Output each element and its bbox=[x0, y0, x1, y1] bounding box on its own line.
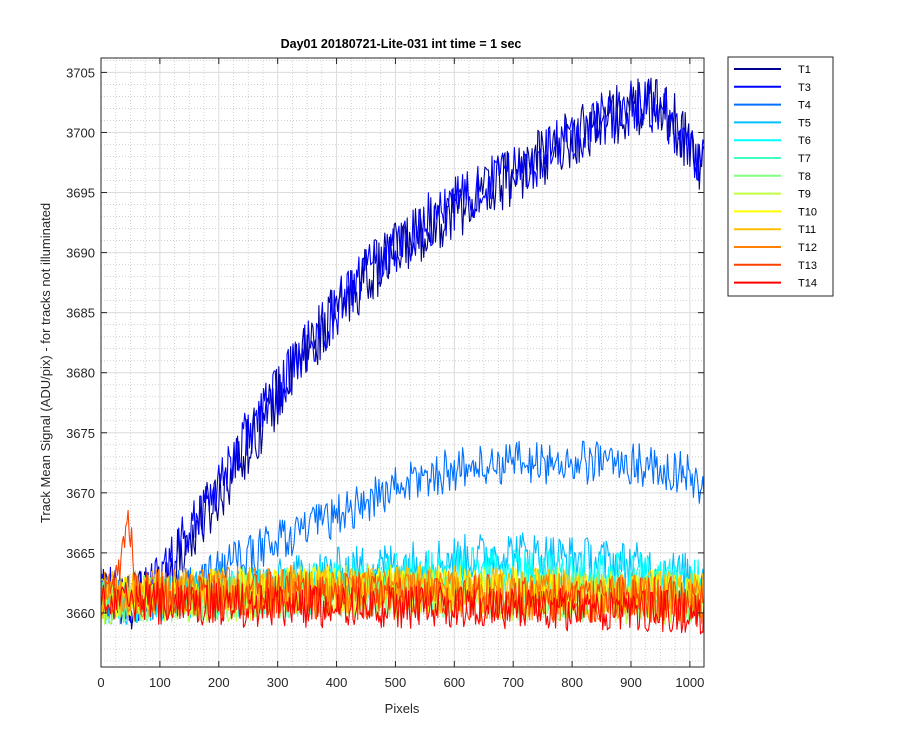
y-tick-label: 3695 bbox=[66, 186, 95, 201]
x-tick-label: 400 bbox=[326, 675, 348, 690]
legend-label-t13: T13 bbox=[798, 260, 817, 272]
legend-entries: T1 T3 T4 T5 T6 T7 T8 T9 T10 T11 T12 T13 T14 bbox=[734, 64, 817, 290]
legend-label-t10: T10 bbox=[798, 206, 817, 218]
series-layer bbox=[101, 77, 704, 635]
legend-label-t1: T1 bbox=[798, 64, 811, 76]
y-tick-label: 3700 bbox=[66, 125, 95, 140]
chart-title: Day01 20180721-Lite-031 int time = 1 sec bbox=[281, 37, 522, 51]
plot-area: 0 100 200 300 400 500 600 700 800 900 1000 3660366… bbox=[66, 57, 705, 690]
legend-label-t7: T7 bbox=[798, 153, 811, 165]
series-line-t11 bbox=[101, 564, 704, 619]
y-tick-label: 3680 bbox=[66, 366, 95, 381]
legend: T1 T3 T4 T5 T6 T7 T8 T9 T10 T11 T12 T13 T14 bbox=[727, 56, 834, 297]
legend-label-t14: T14 bbox=[798, 278, 817, 290]
legend-label-t3: T3 bbox=[798, 82, 811, 94]
x-tick-label: 300 bbox=[267, 675, 289, 690]
series-line-t14 bbox=[101, 581, 704, 635]
legend-label-t11: T11 bbox=[798, 224, 816, 236]
x-tick-label: 1000 bbox=[675, 675, 704, 690]
legend-label-t9: T9 bbox=[798, 189, 811, 201]
x-tick-label: 900 bbox=[620, 675, 642, 690]
x-tick-label: 0 bbox=[97, 675, 104, 690]
legend-label-t12: T12 bbox=[798, 242, 817, 254]
series-line-t4 bbox=[101, 440, 704, 621]
y-tick-label: 3705 bbox=[66, 65, 95, 80]
series-line-t1 bbox=[101, 77, 704, 630]
x-tick-label: 200 bbox=[208, 675, 230, 690]
y-tick-label: 3665 bbox=[66, 546, 95, 561]
x-tick-label: 500 bbox=[385, 675, 407, 690]
y-axis-ticks: 3660 3665 3670 3675 3680 3685 3690 3695 3700 3705 bbox=[66, 65, 704, 621]
y-tick-label: 3675 bbox=[66, 426, 95, 441]
x-tick-label: 600 bbox=[443, 675, 465, 690]
x-tick-label: 700 bbox=[502, 675, 524, 690]
legend-label-t6: T6 bbox=[798, 135, 811, 147]
legend-label-t8: T8 bbox=[798, 171, 811, 183]
y-tick-label: 3685 bbox=[66, 306, 95, 321]
series-line-t13 bbox=[101, 509, 704, 625]
x-tick-label: 800 bbox=[561, 675, 583, 690]
legend-label-t4: T4 bbox=[798, 100, 811, 112]
legend-label-t5: T5 bbox=[798, 117, 811, 129]
y-axis-label: Track Mean Signal (ADU/pix) - for tracks… bbox=[38, 203, 53, 523]
plot-frame bbox=[100, 57, 705, 668]
y-tick-label: 3660 bbox=[66, 606, 95, 621]
y-tick-label: 3690 bbox=[66, 246, 95, 261]
x-axis-label: Pixels bbox=[385, 701, 420, 716]
y-tick-label: 3670 bbox=[66, 486, 95, 501]
x-tick-label: 100 bbox=[149, 675, 171, 690]
series-line-t3 bbox=[101, 80, 704, 625]
x-axis-ticks: 0 100 200 300 400 500 600 700 800 900 1000 bbox=[97, 58, 704, 690]
